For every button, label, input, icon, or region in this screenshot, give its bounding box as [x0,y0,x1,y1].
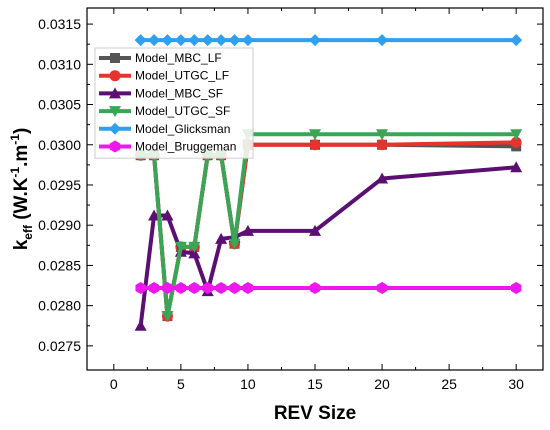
data-point [510,136,522,148]
legend-label: Model_UTGC_LF [135,69,229,83]
x-tick-label: 5 [177,376,185,392]
legend-box [94,47,254,159]
legend-label: Model_Glicksman [135,122,230,136]
data-point [148,281,160,294]
legend-label: Model_MBC_LF [135,51,222,65]
data-point [242,281,254,294]
legend-item: Model_Glicksman [99,122,230,136]
data-point [241,224,254,236]
data-point [189,281,200,294]
y-axis-title: keff (W.K-1.m-1) [8,128,35,251]
data-point [510,281,522,294]
data-point [161,34,174,47]
data-point [309,281,321,294]
data-point [201,34,214,47]
data-point [215,281,227,294]
data-point [134,319,147,331]
y-tick-label: 0.0290 [38,217,81,233]
data-point [148,34,161,47]
data-point [510,129,523,141]
data-point [202,281,213,294]
legend-item: Model_MBC_SF [99,86,223,100]
data-point [175,281,187,294]
x-tick-label: 20 [374,376,390,392]
data-point [510,161,523,173]
data-point [228,34,241,47]
x-axis-title: REV Size [274,403,356,424]
legend-marker [109,87,121,99]
legend-marker [109,140,121,153]
y-tick-label: 0.0300 [38,137,81,153]
legend-label: Model_MBC_SF [135,86,223,100]
series-Model_Glicksman [134,34,523,47]
legend-marker [109,70,121,82]
data-point [228,238,241,250]
legend-marker [110,53,120,63]
legend-item: Model_Bruggeman [99,140,236,154]
data-point [188,241,201,253]
data-point [376,129,389,141]
series-Model_MBC_LF [135,139,522,322]
y-tick-label: 0.0285 [38,257,81,273]
axes-layer: 0 5 10 15 20 25 30 0.0275 0.0280 0.0285 0.0290 0.02… [38,8,543,392]
y-tick-label: 0.0310 [38,56,81,72]
x-tick-label: 30 [508,376,524,392]
data-point [174,241,187,253]
data-point [510,34,523,47]
data-point [162,281,173,294]
data-point [229,281,240,294]
legend-item: Model_UTGC_SF [99,104,230,118]
data-point [148,209,161,221]
data-point [376,139,388,151]
legend: Model_MBC_LF Model_UTGC_LF Model_MBC_SF Mod… [94,47,254,159]
series-Model_UTGC_LF [135,136,522,322]
data-point [161,311,174,323]
y-tick-label: 0.0275 [38,338,81,354]
x-tick-label: 10 [240,376,256,392]
data-point [134,34,147,47]
legend-item: Model_UTGC_LF [99,69,229,83]
data-point [174,34,187,47]
data-point [161,209,174,221]
data-point [135,281,146,294]
data-point [309,224,321,236]
data-point [241,34,254,47]
data-point [376,34,389,47]
legend-label: Model_Bruggeman [135,140,236,154]
y-tick-label: 0.0280 [38,298,81,314]
y-tick-label: 0.0315 [38,16,81,32]
data-point [376,281,388,294]
x-tick-label: 0 [110,376,118,392]
data-point [309,129,321,141]
x-tick-label: 15 [307,376,323,392]
legend-item: Model_MBC_LF [99,51,222,65]
data-point [376,172,389,184]
data-point [309,139,321,151]
data-point [215,232,228,244]
data-point [215,34,228,47]
x-tick-label: 25 [441,376,457,392]
data-point [188,34,201,47]
y-tick-label: 0.0295 [38,177,81,193]
legend-marker [109,122,121,135]
legend-marker [109,106,121,118]
data-point [309,34,321,47]
legend-label: Model_UTGC_SF [135,104,230,118]
series-Model_Bruggeman [135,281,522,294]
y-tick-label: 0.0305 [38,97,81,113]
